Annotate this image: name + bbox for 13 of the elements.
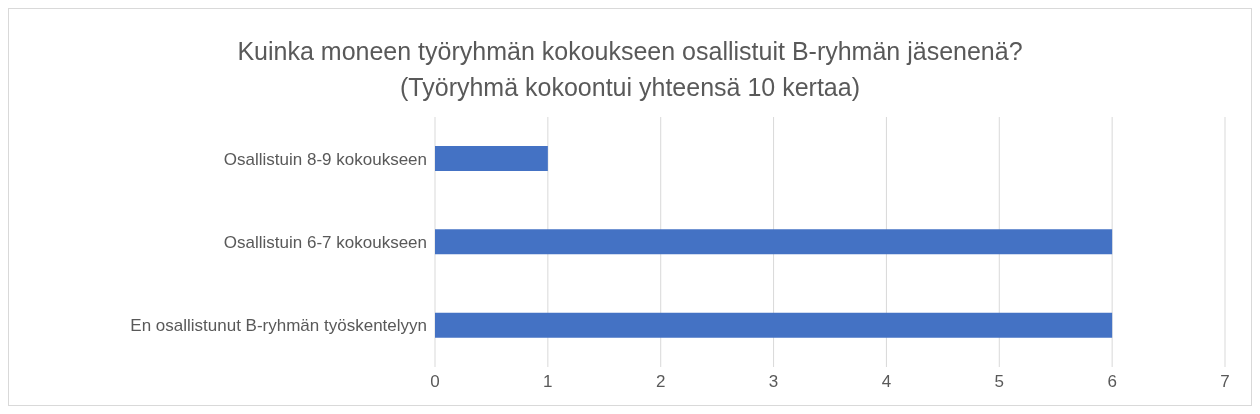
y-tick-label: En osallistunut B-ryhmän työskentelyyn <box>130 316 427 336</box>
x-tick-label: 4 <box>881 372 892 392</box>
x-tick-label: 5 <box>994 372 1005 392</box>
x-tick-label: 7 <box>1220 372 1230 392</box>
chart-subtitle: (Työryhmä kokoontui yhteensä 10 kertaa) <box>399 72 861 103</box>
x-tick-label: 2 <box>655 372 666 392</box>
x-tick-label: 3 <box>768 372 779 392</box>
y-tick-label: Osallistuin 6-7 kokoukseen <box>223 233 427 253</box>
y-tick-label: Osallistuin 8-9 kokoukseen <box>223 149 427 169</box>
x-tick-label: 1 <box>543 372 553 392</box>
x-tick-label: 6 <box>1107 372 1117 392</box>
x-tick-label: 0 <box>430 372 440 392</box>
chart-title: Kuinka moneen työryhmän kokoukseen osallistuit B-ryhmän jäsenenä? <box>236 36 1024 67</box>
